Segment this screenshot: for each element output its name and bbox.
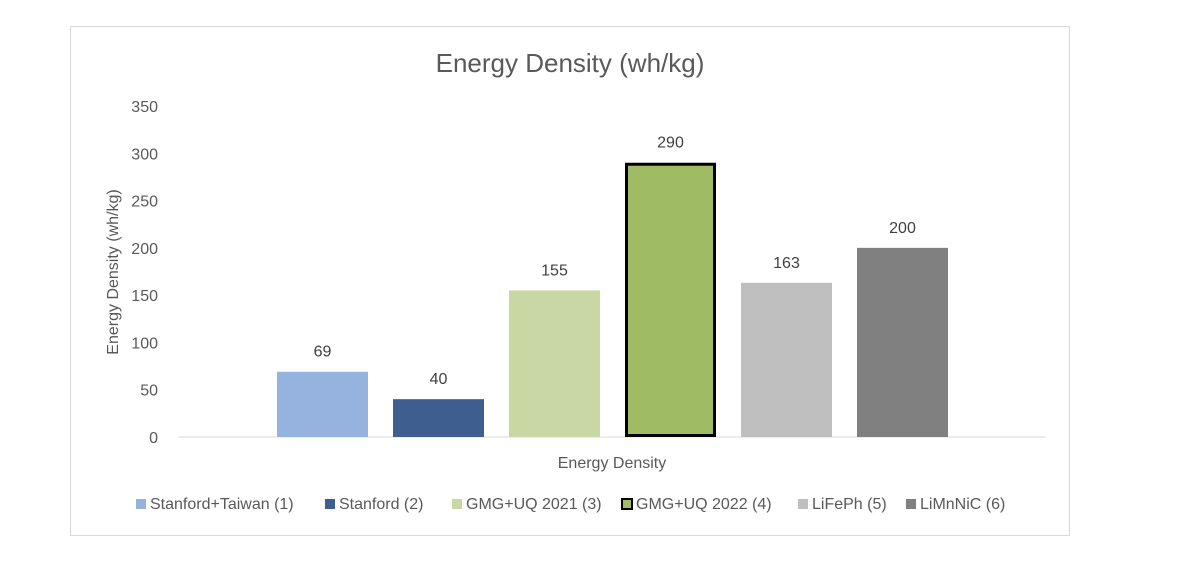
bar-series-4 — [625, 162, 716, 437]
y-tick-label: 350 — [131, 99, 158, 116]
bar-series-1 — [277, 371, 368, 437]
y-tick-label: 100 — [131, 335, 158, 352]
y-tick-label: 300 — [131, 146, 158, 163]
legend-label-1: Stanford+Taiwan (1) — [150, 496, 294, 513]
data-labels: 69 40 155 290 163 200 — [314, 135, 916, 388]
bars — [277, 162, 948, 437]
chart-title: Energy Density (wh/kg) — [436, 48, 705, 78]
bar-series-5 — [741, 282, 832, 437]
legend: Stanford+Taiwan (1) Stanford (2) GMG+UQ 20… — [136, 496, 1005, 513]
legend-label-2: Stanford (2) — [339, 496, 423, 513]
y-axis-ticks: 0 50 100 150 200 250 300 350 — [131, 99, 158, 447]
data-label-series-6: 200 — [889, 220, 916, 237]
y-axis-label: Energy Density (wh/kg) — [105, 189, 122, 354]
legend-label-6: LiMnNiC (6) — [920, 496, 1005, 513]
legend-swatch-2 — [325, 499, 335, 509]
bar-series-2 — [393, 399, 484, 437]
legend-swatch-5 — [798, 499, 808, 509]
legend-label-3: GMG+UQ 2021 (3) — [466, 496, 602, 513]
data-label-series-2: 40 — [430, 371, 448, 388]
x-axis-label: Energy Density — [558, 455, 667, 472]
legend-swatch-6 — [906, 499, 916, 509]
legend-label-4: GMG+UQ 2022 (4) — [636, 496, 772, 513]
legend-swatch-3 — [452, 499, 462, 509]
bar-series-3 — [509, 290, 600, 437]
y-tick-label: 150 — [131, 288, 158, 305]
legend-swatch-4 — [621, 498, 633, 510]
y-tick-label: 0 — [149, 430, 158, 447]
y-tick-label: 50 — [140, 383, 158, 400]
data-label-series-1: 69 — [314, 344, 332, 361]
data-label-series-5: 163 — [773, 255, 800, 272]
y-tick-label: 250 — [131, 194, 158, 211]
y-tick-label: 200 — [131, 241, 158, 258]
data-label-series-4: 290 — [657, 135, 684, 152]
data-label-series-3: 155 — [541, 262, 568, 279]
legend-label-5: LiFePh (5) — [812, 496, 887, 513]
bar-series-6 — [857, 247, 948, 437]
legend-swatch-1 — [136, 499, 146, 509]
